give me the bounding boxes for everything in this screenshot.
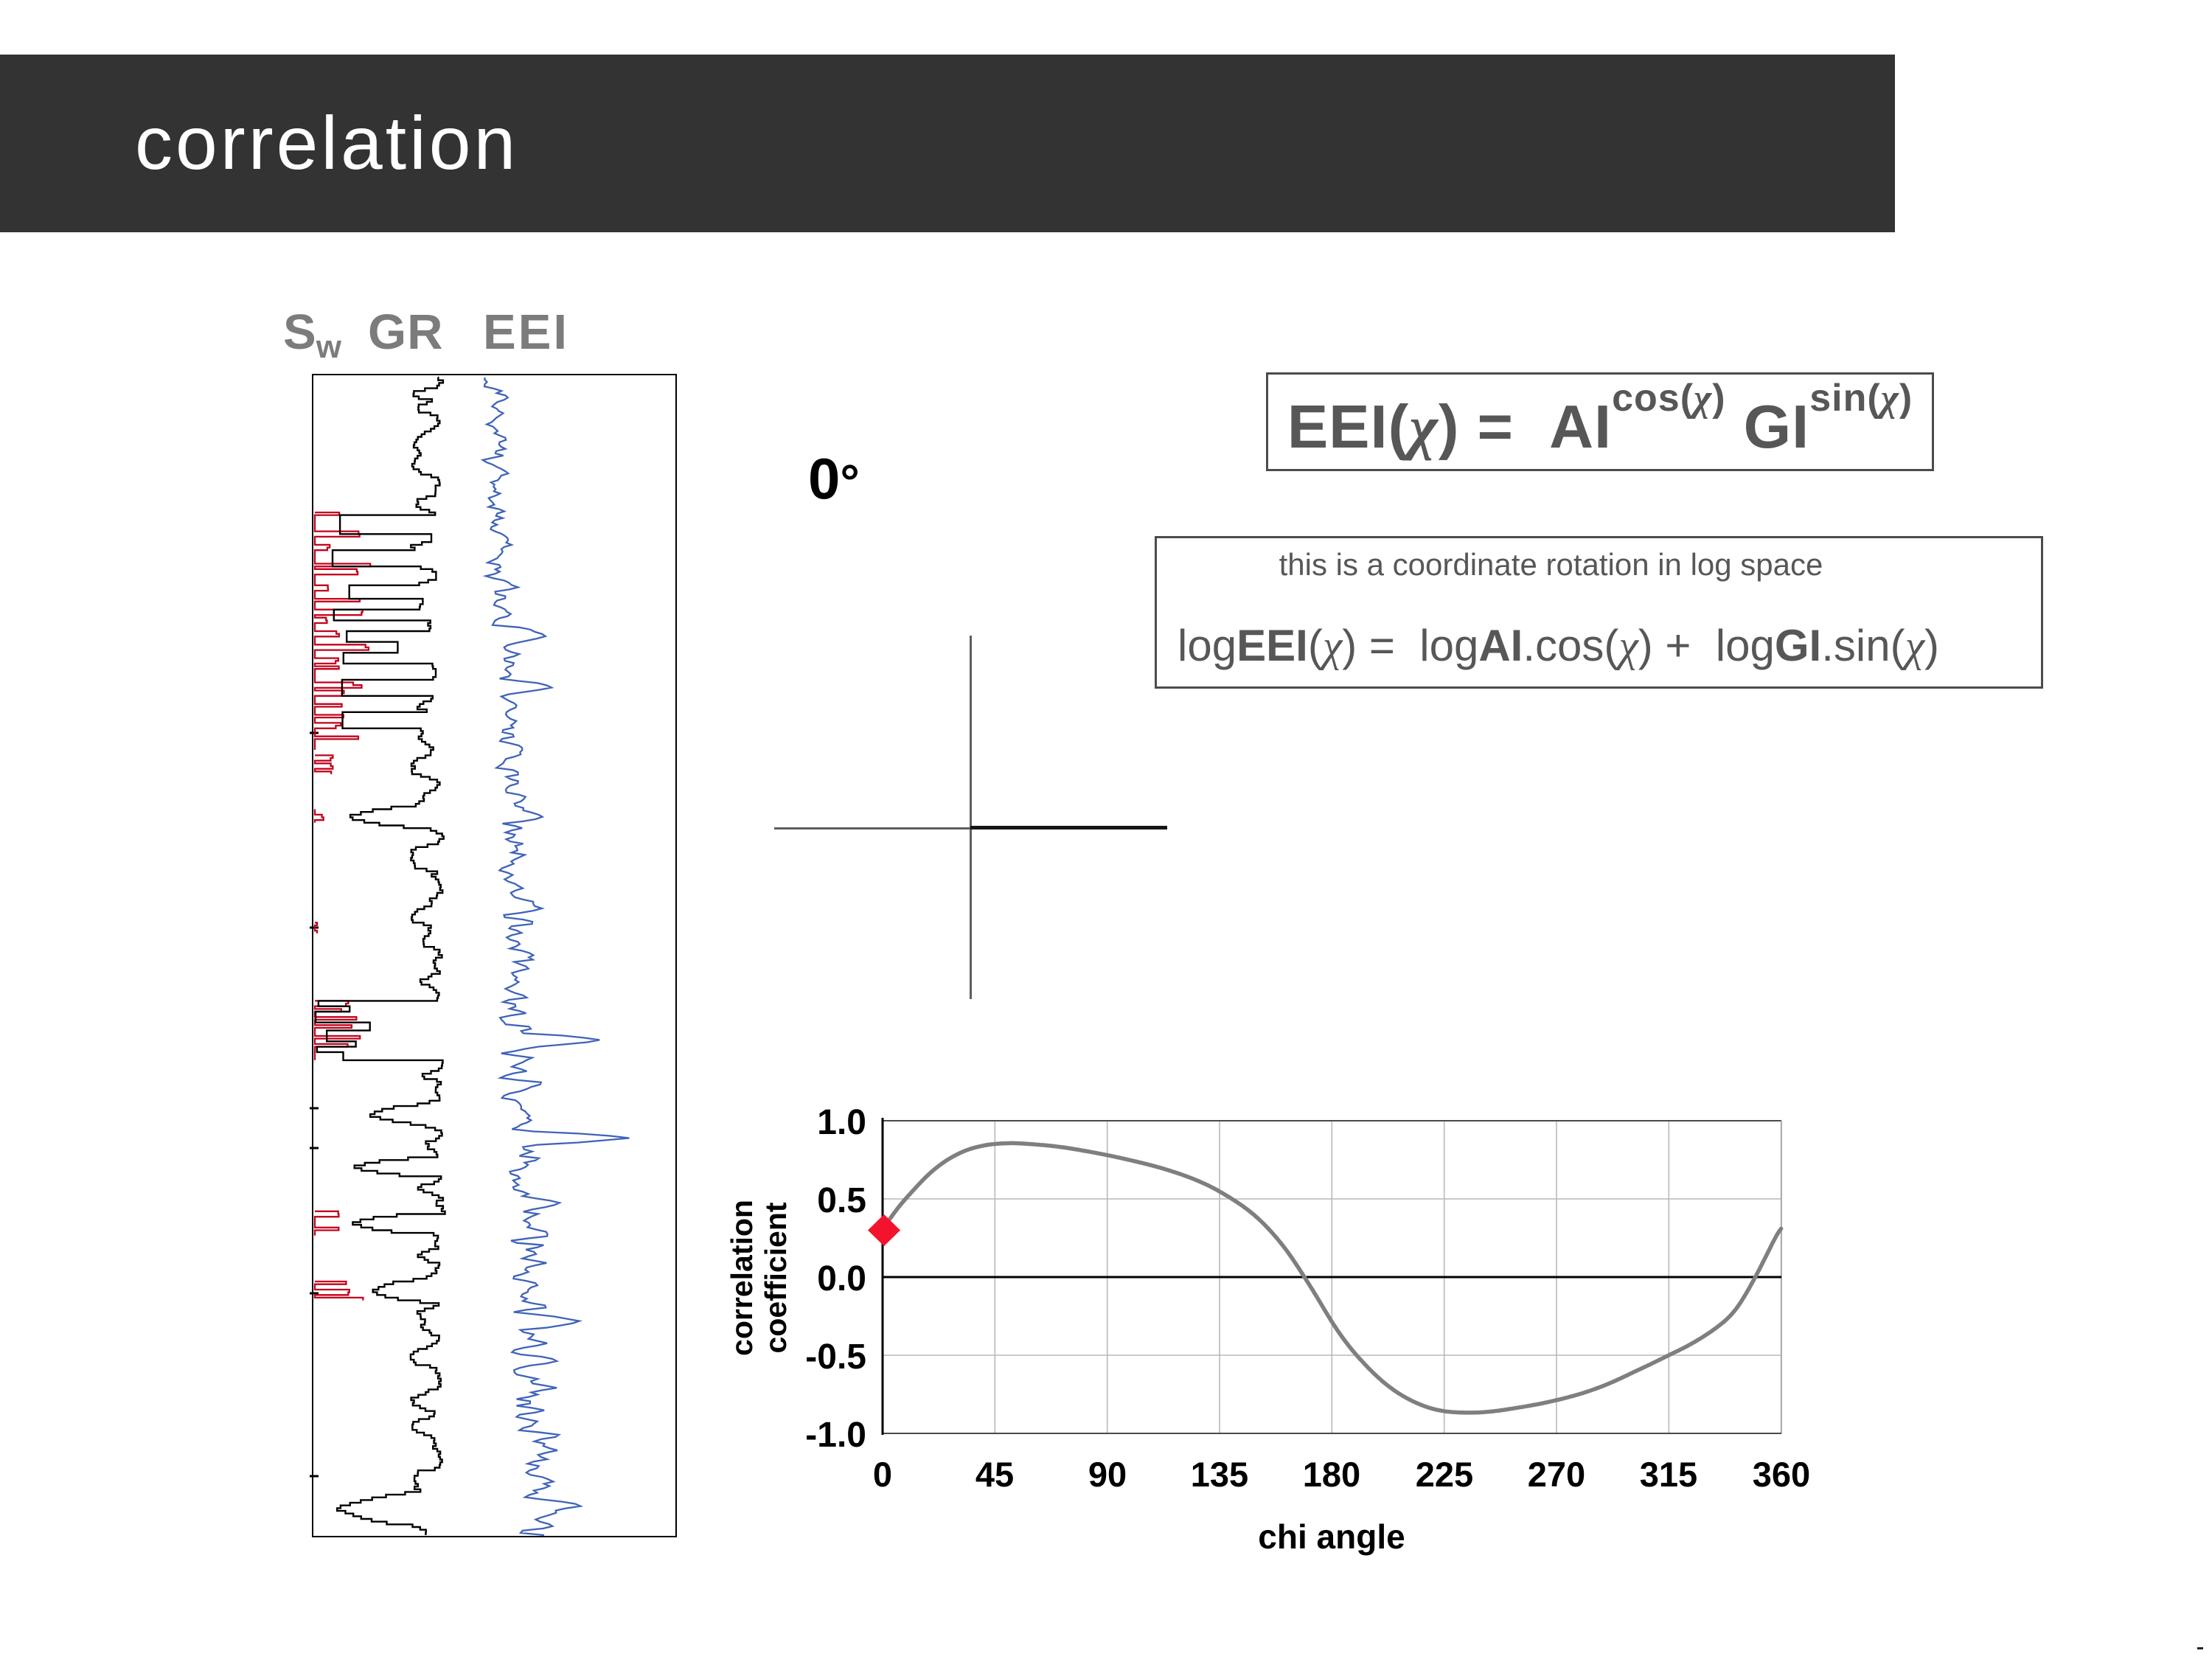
svg-text:0.5: 0.5 [817, 1181, 866, 1220]
svg-text:correlation: correlation [725, 1200, 759, 1356]
svg-text:270: 270 [1528, 1455, 1585, 1494]
svg-text:90: 90 [1088, 1455, 1127, 1494]
svg-text:-0.5: -0.5 [805, 1338, 866, 1377]
svg-text:chi angle: chi angle [1258, 1517, 1405, 1556]
svg-text:coefficient: coefficient [759, 1202, 793, 1353]
svg-text:135: 135 [1191, 1455, 1248, 1494]
svg-text:180: 180 [1303, 1455, 1360, 1494]
svg-text:0.0: 0.0 [817, 1259, 866, 1298]
svg-text:-1.0: -1.0 [805, 1416, 866, 1455]
svg-text:315: 315 [1640, 1455, 1697, 1494]
svg-text:0: 0 [873, 1455, 892, 1494]
svg-text:360: 360 [1753, 1455, 1810, 1494]
svg-text:225: 225 [1416, 1455, 1473, 1494]
svg-text:1.0: 1.0 [817, 1103, 866, 1142]
svg-text:45: 45 [975, 1455, 1014, 1494]
